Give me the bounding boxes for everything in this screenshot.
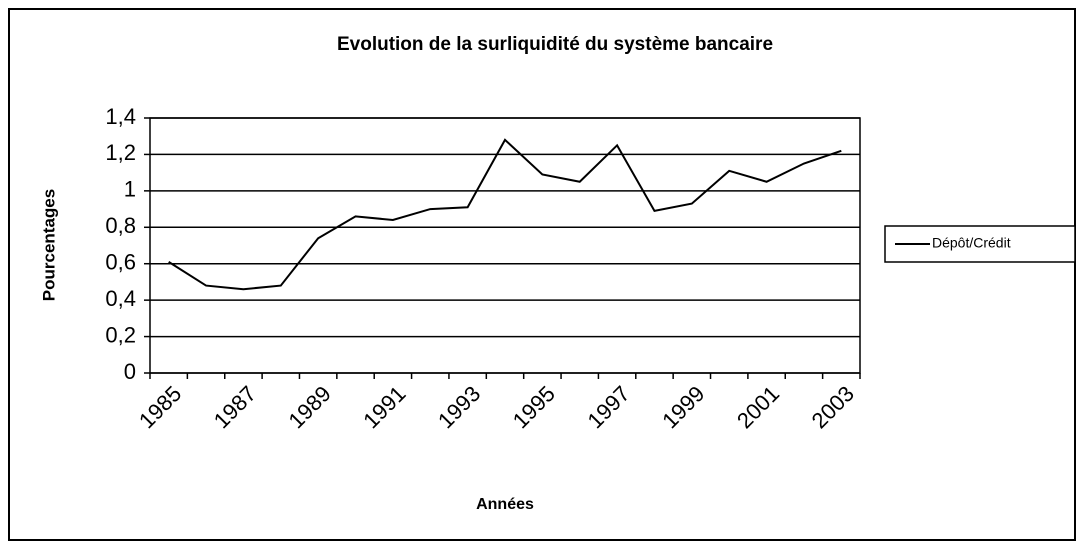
y-tick-label: 1,2 [105, 140, 136, 165]
line-series [168, 138, 842, 291]
legend-label: Dépôt/Crédit [932, 235, 1011, 251]
y-tick-label: 0,4 [105, 286, 136, 311]
y-axis-label: Pourcentages [39, 189, 58, 301]
chart-title: Evolution de la surliquidité du système … [337, 34, 773, 55]
y-tick-label: 0,6 [105, 250, 136, 275]
y-tick-label: 0 [124, 359, 136, 384]
y-tick-label: 1,4 [105, 104, 136, 129]
y-tick-label: 0,2 [105, 322, 136, 347]
y-tick-label: 1 [124, 177, 136, 202]
x-axis-label: Années [476, 496, 534, 513]
chart-frame [8, 8, 1076, 541]
y-tick-label: 0,8 [105, 213, 136, 238]
plot-border [149, 117, 861, 374]
